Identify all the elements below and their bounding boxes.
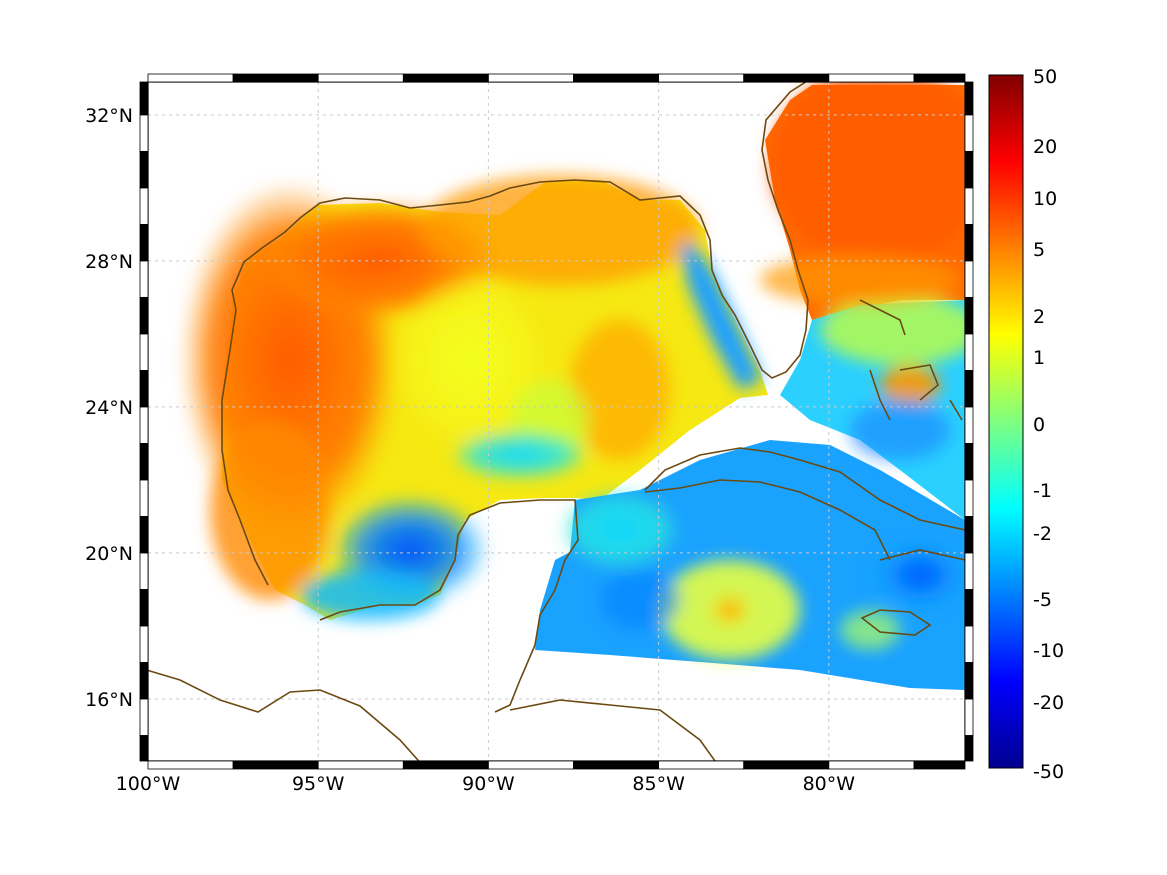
longitude-tick-label: 90°W [462, 773, 515, 795]
frame-segment [139, 516, 149, 554]
colorbar-tick-label: 2 [1033, 306, 1045, 328]
frame-segment [964, 552, 974, 590]
longitude-tick-label: 95°W [292, 773, 345, 795]
frame-segment [139, 333, 149, 371]
frame-segment [964, 187, 974, 225]
colorbar-tick-label: -2 [1033, 523, 1052, 545]
frame-segment [147, 73, 234, 83]
frame-segment [232, 73, 319, 83]
colorbar-tick-label: -10 [1033, 640, 1064, 662]
frame-segment [147, 760, 234, 770]
frame-segment [139, 552, 149, 590]
latitude-tick-labels: 16°N 20°N 24°N 28°N 32°N [85, 105, 133, 711]
colorbar-tick-label: 20 [1033, 136, 1057, 158]
frame-segment [658, 760, 745, 770]
frame-segment [139, 296, 149, 335]
frame-segment [913, 760, 966, 770]
frame-segment [964, 369, 974, 408]
yucatan-coast [319, 499, 579, 713]
frame-segment [964, 479, 974, 517]
colorbar-tick-label: 0 [1033, 414, 1045, 436]
frame-segment [743, 760, 830, 770]
frame-segment [964, 406, 974, 444]
frame-segment [573, 760, 660, 770]
frame-segment [139, 589, 149, 627]
frame-segment [139, 698, 149, 736]
longitude-tick-label: 85°W [632, 773, 685, 795]
longitude-tick-label: 100°W [116, 773, 181, 795]
frame-segment [828, 760, 915, 770]
frame-segment [964, 223, 974, 262]
frame-segment [488, 760, 574, 770]
grid-lines [148, 82, 965, 761]
latitude-tick-label: 20°N [85, 543, 133, 565]
latitude-tick-label: 32°N [85, 105, 133, 127]
frame-segment [964, 698, 974, 736]
frame-segment [488, 73, 574, 83]
coastlines [148, 82, 965, 761]
colorbar-tick-label: 50 [1033, 66, 1057, 88]
frame-segment [964, 735, 974, 762]
colorbar-tick-label: -5 [1033, 589, 1052, 611]
frame-segment [139, 187, 149, 225]
frame-segment [139, 223, 149, 262]
map-frame [139, 73, 974, 770]
frame-segment [964, 260, 974, 298]
frame-segment [139, 260, 149, 298]
colorbar-tick-label: -20 [1033, 692, 1064, 714]
cuba-coast [644, 447, 965, 561]
frame-segment [573, 73, 660, 83]
longitude-tick-labels: 100°W 95°W 90°W 85°W 80°W [116, 773, 856, 795]
colorbar-gradient [988, 74, 1024, 769]
frame-segment [139, 625, 149, 663]
central-america-coast [148, 669, 420, 761]
frame-segment [964, 114, 974, 152]
latitude-tick-label: 16°N [85, 689, 133, 711]
frame-segment [402, 73, 489, 83]
latitude-tick-label: 28°N [85, 251, 133, 273]
anomaly-field [180, 82, 965, 690]
frame-segment [139, 150, 149, 189]
bahamas-coast [859, 299, 963, 421]
frame-segment [964, 333, 974, 371]
colorbar-tick-label: 1 [1033, 347, 1045, 369]
frame-segment [964, 150, 974, 189]
frame-segment [139, 114, 149, 152]
colorbar-tick-label: 10 [1033, 188, 1057, 210]
frame-segment [139, 406, 149, 444]
frame-segment [139, 81, 149, 116]
frame-segment [232, 760, 319, 770]
frame-segment [964, 516, 974, 554]
frame-segment [964, 296, 974, 335]
frame-segment [964, 625, 974, 663]
colorbar-tick-label: -1 [1033, 480, 1052, 502]
frame-segment [317, 73, 404, 83]
honduras-coast [509, 699, 716, 761]
frame-segment [402, 760, 489, 770]
frame-segment [139, 735, 149, 762]
frame-segment [743, 73, 830, 83]
jamaica-coast [860, 609, 932, 636]
frame-segment [139, 443, 149, 481]
frame-segment [139, 662, 149, 700]
latitude-tick-label: 24°N [85, 397, 133, 419]
frame-segment [913, 73, 966, 83]
colorbar-tick-label: -50 [1033, 761, 1064, 783]
frame-segment [964, 662, 974, 700]
colorbar-tick-label: 5 [1033, 239, 1045, 261]
hispaniola-coast [879, 549, 965, 561]
frame-segment [658, 73, 745, 83]
longitude-tick-label: 80°W [803, 773, 856, 795]
frame-segment [964, 81, 974, 116]
frame-segment [139, 479, 149, 517]
gulf-coast [221, 82, 809, 586]
frame-segment [964, 443, 974, 481]
frame-segment [964, 589, 974, 627]
frame-segment [139, 369, 149, 408]
frame-segment [828, 73, 915, 83]
frame-segment [317, 760, 404, 770]
